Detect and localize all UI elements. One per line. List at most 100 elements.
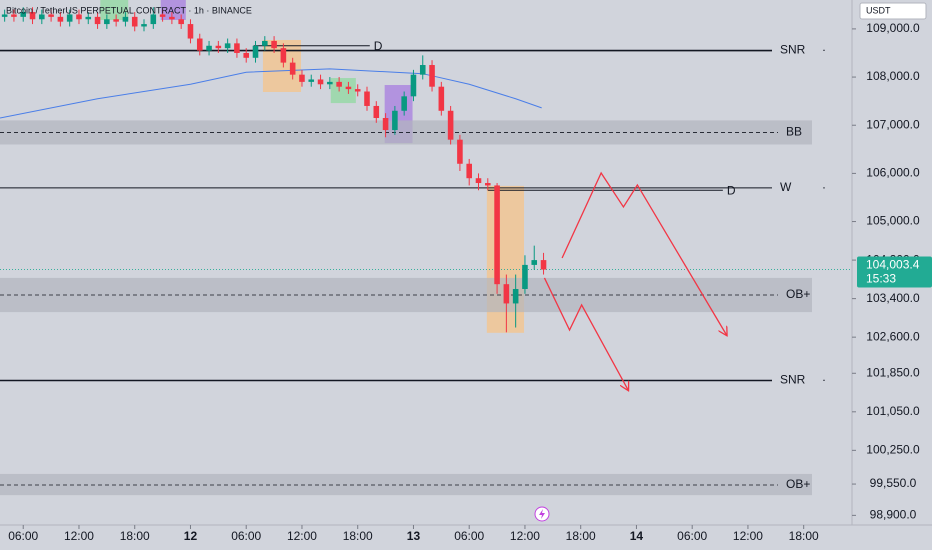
candle-body — [29, 12, 36, 20]
candle-body — [20, 12, 27, 17]
y-tick-label: 109,000.0 — [866, 21, 920, 35]
x-tick-label: 12:00 — [733, 529, 763, 543]
candle-body — [522, 264, 528, 289]
y-tick-label: 105,000.0 — [866, 214, 920, 228]
candle-body — [224, 43, 231, 49]
candle-body — [327, 81, 333, 85]
candle-body — [345, 86, 352, 90]
candle-body — [299, 74, 305, 82]
candle-body — [466, 163, 472, 179]
candle-body — [48, 14, 54, 17]
candle-body — [373, 105, 380, 119]
candle-body — [494, 185, 500, 285]
y-tick-label: 98,900.0 — [870, 508, 917, 522]
candle-body — [308, 79, 315, 82]
y-tick-label: 100,250.0 — [866, 443, 920, 457]
x-tick-label: 13 — [407, 529, 421, 543]
candle-body — [39, 14, 45, 20]
level-label: SNR — [780, 373, 806, 387]
candle-body — [76, 14, 82, 20]
candle-body — [57, 16, 64, 22]
candle-body — [1, 14, 8, 17]
candle-body — [484, 183, 491, 186]
x-tick-label: 12 — [184, 529, 198, 543]
candle-body — [317, 79, 324, 85]
plot: BB OB+ OB+ SNR · W · SNR · D D — [0, 0, 852, 496]
candle-body — [178, 19, 184, 25]
candle-body — [336, 81, 342, 87]
candle-body — [271, 40, 277, 49]
candle-body — [289, 62, 296, 75]
zone — [0, 473, 812, 496]
candle-body — [447, 110, 454, 140]
candle-body — [512, 288, 519, 304]
y-tick-label: 103,400.0 — [866, 291, 920, 305]
y-tick-label: 101,850.0 — [866, 365, 920, 379]
x-tick-label: 12:00 — [64, 529, 94, 543]
candle-body — [113, 19, 119, 22]
candle-body — [206, 45, 212, 51]
candle-body — [215, 45, 222, 49]
candle-body — [475, 178, 482, 184]
projection-arrow — [561, 171, 726, 335]
candle-body — [85, 16, 92, 20]
candle-body — [392, 110, 398, 131]
candle-body — [262, 40, 268, 46]
candle-body — [382, 118, 389, 131]
x-tick-label: 06:00 — [8, 529, 38, 543]
zone-label: OB+ — [786, 287, 810, 301]
candle-body — [94, 16, 101, 25]
event-icon-bolt — [539, 509, 545, 519]
level-dot: · — [822, 180, 826, 194]
candle-body — [131, 16, 138, 27]
candle-body — [169, 16, 175, 20]
level-dot: · — [822, 373, 826, 387]
candle-body — [457, 139, 463, 164]
candle-body — [252, 45, 259, 58]
level-dot: · — [822, 43, 826, 57]
candle-body — [401, 96, 407, 111]
candle-body — [429, 65, 435, 87]
x-tick-label: 14 — [630, 529, 644, 543]
x-tick-label: 12:00 — [510, 529, 540, 543]
level-label: W — [780, 180, 792, 194]
x-tick-label: 06:00 — [231, 529, 261, 543]
candle-body — [364, 91, 370, 106]
highlight-box — [160, 0, 186, 20]
currency-box — [859, 2, 927, 20]
currency: USDT — [866, 5, 891, 15]
candle-body — [141, 24, 147, 27]
x-tick-label: 18:00 — [789, 529, 819, 543]
short-level-label: D — [727, 183, 736, 197]
candle-body — [122, 16, 129, 22]
candle-body — [419, 65, 426, 75]
chart-title: Bitcoin / TetherUS PERPETUAL CONTRACT · … — [6, 5, 252, 15]
candle-body — [531, 260, 538, 265]
candle-body — [66, 14, 73, 22]
candle-body — [150, 14, 157, 25]
candle-body — [438, 86, 445, 111]
last-price-tag — [857, 256, 932, 288]
candle-body — [280, 48, 287, 63]
candle-body — [540, 260, 547, 270]
candle-body — [234, 43, 240, 53]
y-tick-label: 107,000.0 — [866, 117, 920, 131]
x-tick-label: 06:00 — [454, 529, 484, 543]
candle-body — [354, 89, 361, 92]
candle-body — [187, 24, 194, 39]
x-tick-label: 06:00 — [677, 529, 707, 543]
short-level-label: D — [374, 39, 383, 53]
zone-label: BB — [786, 125, 802, 139]
moving-average — [0, 68, 542, 119]
x-tick-label: 18:00 — [120, 529, 150, 543]
y-tick-label: 106,000.0 — [866, 166, 920, 180]
zone-label: OB+ — [786, 477, 810, 491]
candle-body — [410, 74, 417, 97]
x-tick-label: 18:00 — [566, 529, 596, 543]
candle-body — [11, 14, 17, 17]
projection-arrow — [543, 277, 628, 390]
candle-body — [243, 52, 250, 58]
level-label: SNR — [780, 43, 806, 57]
